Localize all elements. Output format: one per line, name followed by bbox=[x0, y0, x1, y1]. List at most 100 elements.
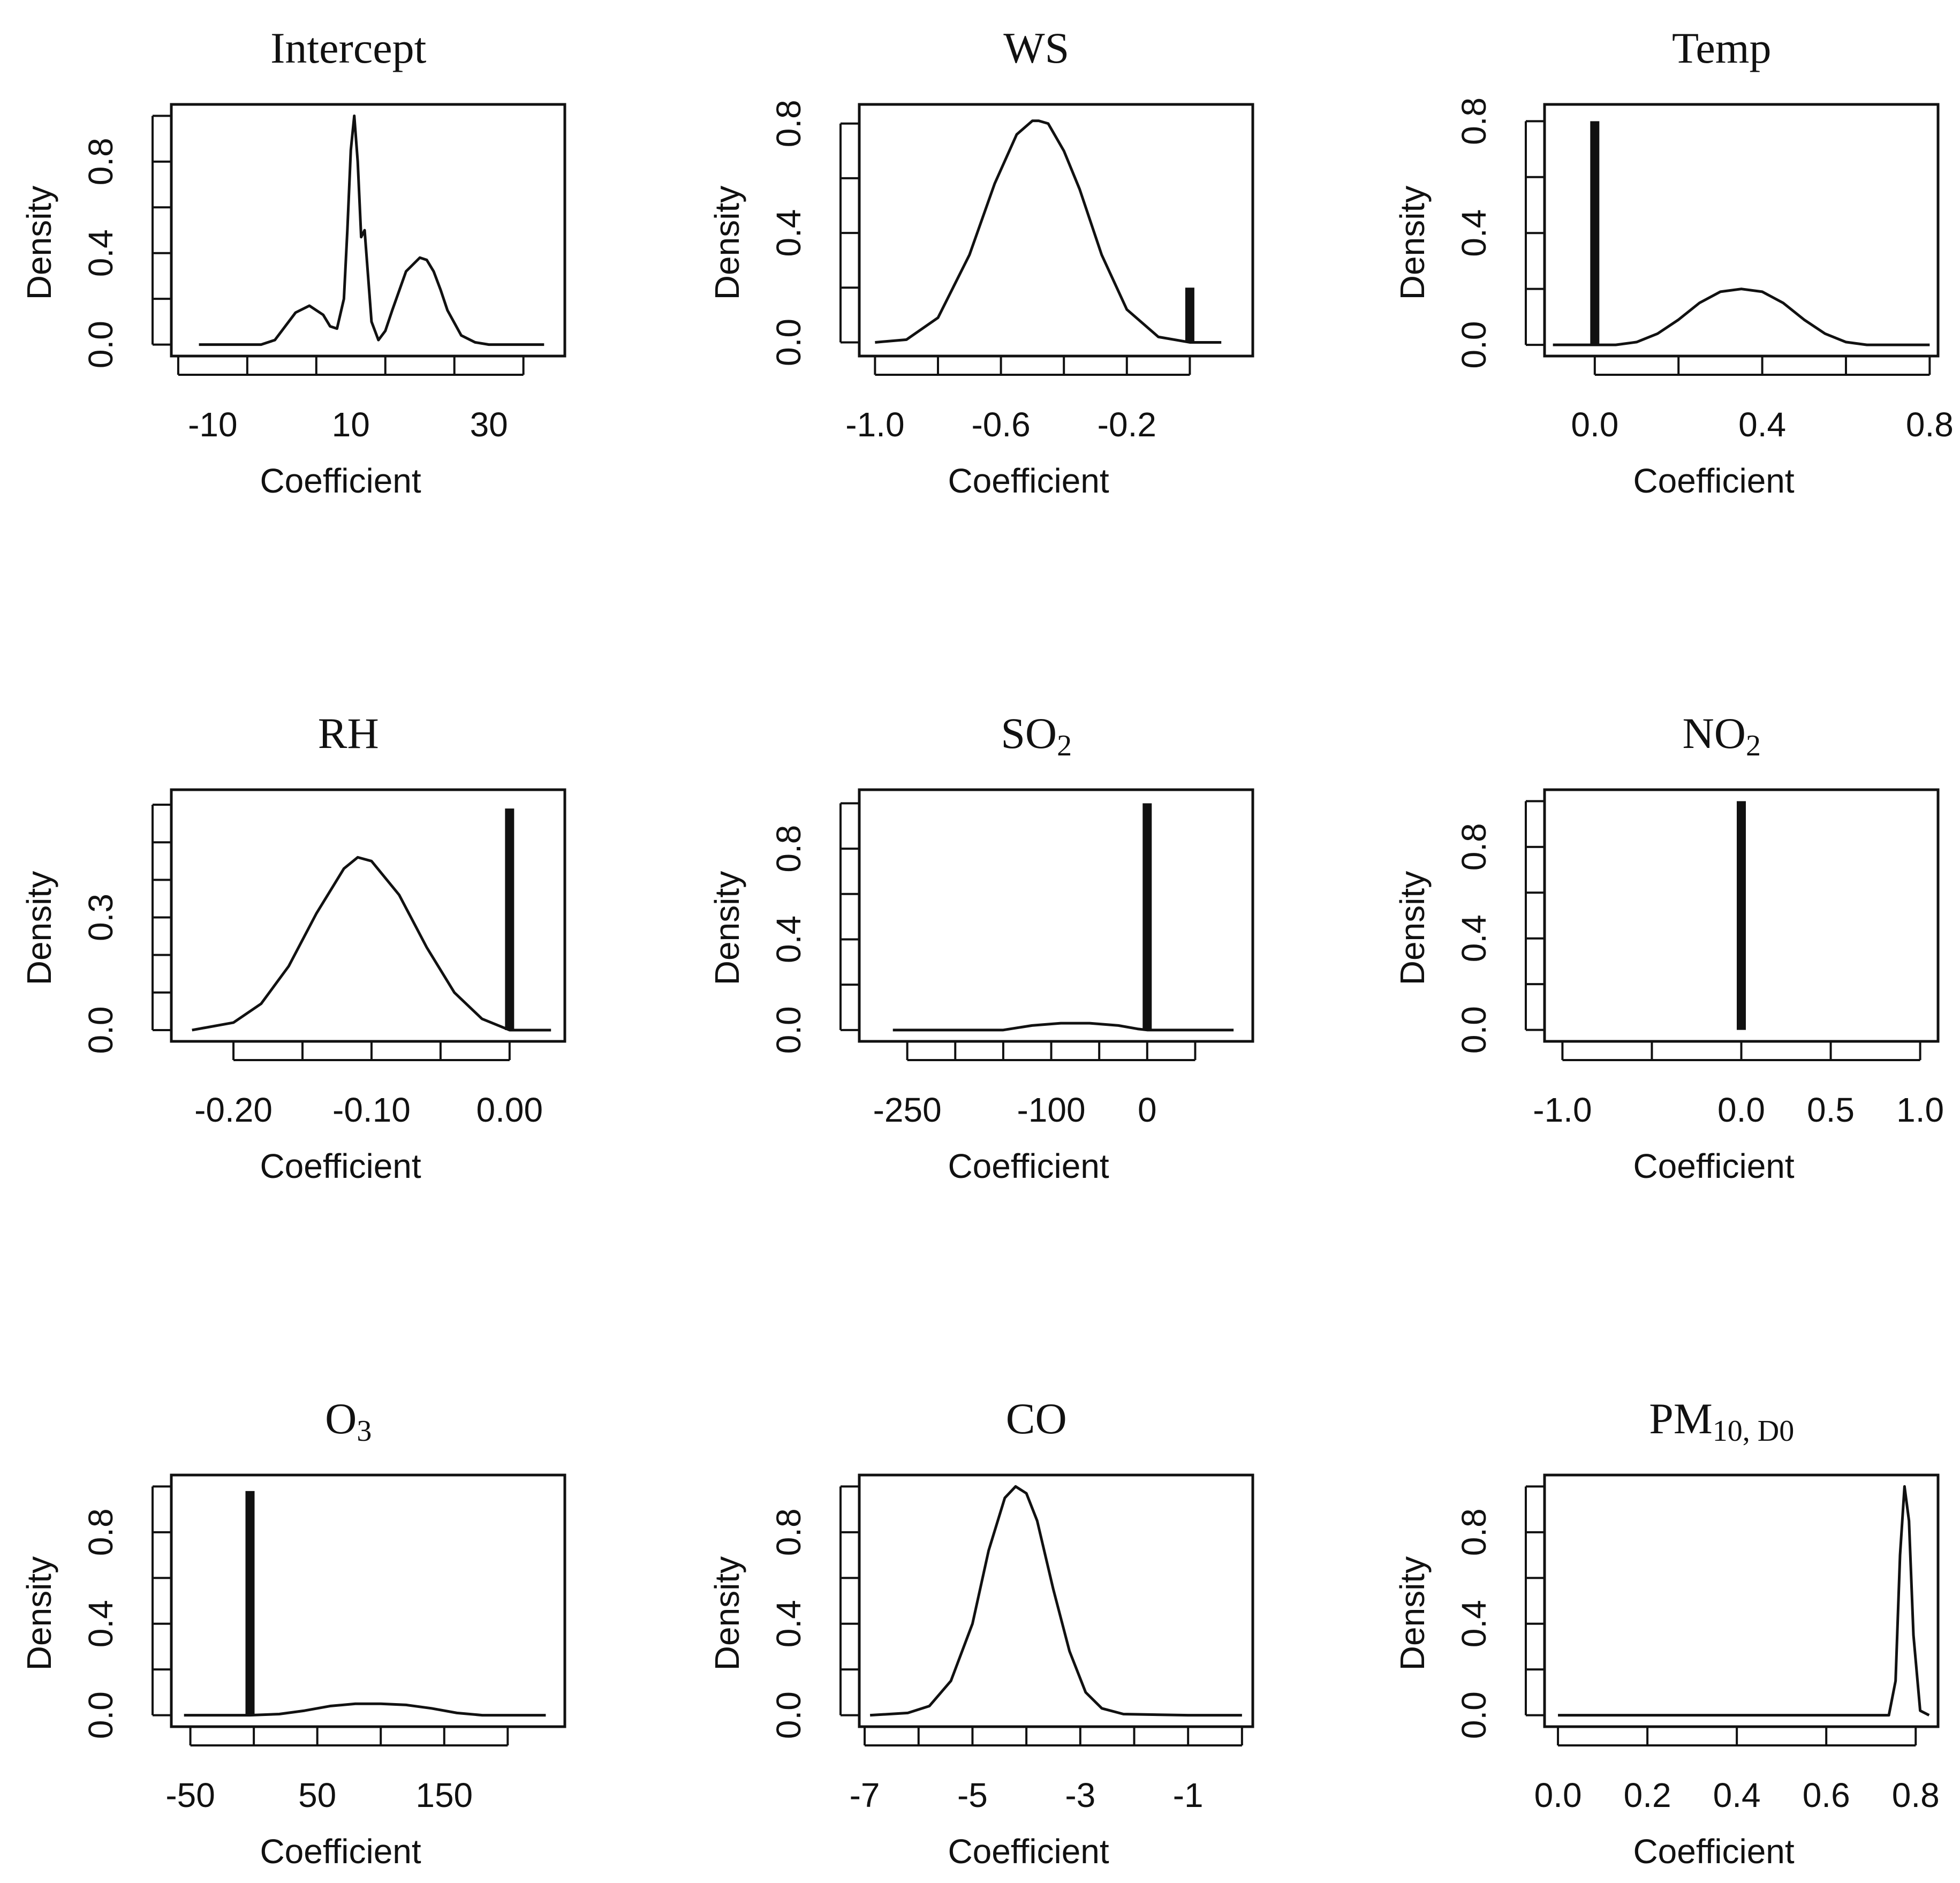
panel-5: -250 -100 0 0.0 0.4 0.8 Coefficient Density SO2 bbox=[708, 709, 1254, 1185]
y-axis-label: Density bbox=[20, 1556, 58, 1670]
plot-frame bbox=[858, 788, 1254, 1043]
x-tick-label: -0.2 bbox=[1098, 405, 1156, 444]
density-curve bbox=[192, 856, 551, 1032]
plot-frame bbox=[858, 1473, 1254, 1728]
panel-title: PM10, D0 bbox=[1649, 1394, 1794, 1448]
panel-title: SO2 bbox=[1001, 709, 1072, 762]
x-tick-label: -1.0 bbox=[1533, 1091, 1592, 1129]
x-tick-label: -3 bbox=[1065, 1776, 1095, 1814]
y-tick-label: 0.8 bbox=[1455, 97, 1493, 145]
y-axis-label: Density bbox=[20, 186, 58, 300]
x-tick-label: 0.2 bbox=[1624, 1776, 1671, 1814]
plot-frame bbox=[1543, 1473, 1940, 1728]
panel-3: 0.0 0.4 0.8 0.0 0.4 0.8 Coefficient Density Temp bbox=[1393, 24, 1954, 500]
plot-frame bbox=[170, 1473, 566, 1728]
x-tick-label: 0.0 bbox=[1717, 1091, 1765, 1129]
y-tick-label: 0.8 bbox=[769, 825, 808, 873]
panel-9: 0.0 0.2 0.4 0.6 0.8 0.0 0.4 0.8 Coefficient Densi… bbox=[1393, 1394, 1940, 1871]
panel-title: WS bbox=[1003, 24, 1069, 72]
x-tick-label: 0.6 bbox=[1803, 1776, 1850, 1814]
y-tick-label: 0.0 bbox=[1455, 321, 1493, 369]
panel-4: -0.20 -0.10 0.00 0.0 0.3 Coefficient Density RH bbox=[20, 709, 566, 1185]
density-curve bbox=[1553, 288, 1930, 346]
panel-7: -50 50 150 0.0 0.4 0.8 Coefficient Density O3 bbox=[20, 1394, 566, 1871]
panel-6: -1.0 0.0 0.5 1.0 0.0 0.4 0.8 Coefficient Density… bbox=[1393, 709, 1944, 1185]
x-tick-label: 0.4 bbox=[1738, 405, 1786, 444]
y-tick-label: 0.8 bbox=[1455, 823, 1493, 871]
panel-8: -7 -5 -3 -1 0.0 0.4 0.8 Coefficient Density CO bbox=[708, 1394, 1254, 1871]
x-tick-label: -5 bbox=[957, 1776, 988, 1814]
panel-title: CO bbox=[1006, 1394, 1067, 1443]
x-tick-label: -0.6 bbox=[971, 405, 1030, 444]
x-tick-label: -10 bbox=[188, 405, 238, 444]
y-axis-label: Density bbox=[1393, 186, 1432, 300]
x-tick-label: -7 bbox=[850, 1776, 880, 1814]
y-tick-label: 0.0 bbox=[769, 319, 808, 366]
y-tick-label: 0.4 bbox=[769, 916, 808, 963]
y-axis-label: Density bbox=[20, 871, 58, 985]
plot-frame bbox=[170, 788, 566, 1043]
x-tick-label: 50 bbox=[298, 1776, 336, 1814]
x-axis-label: Coefficient bbox=[1633, 1147, 1794, 1185]
y-tick-label: 0.4 bbox=[1455, 209, 1493, 257]
y-tick-label: 0.0 bbox=[769, 1691, 808, 1739]
panel-title: O3 bbox=[325, 1394, 372, 1448]
y-tick-label: 0.0 bbox=[1455, 1691, 1493, 1739]
x-tick-label: 1.0 bbox=[1896, 1091, 1944, 1129]
density-curve bbox=[869, 1485, 1242, 1717]
x-tick-label: -100 bbox=[1017, 1091, 1085, 1129]
x-tick-label: -250 bbox=[873, 1091, 942, 1129]
y-tick-label: 0.0 bbox=[769, 1006, 808, 1054]
y-tick-label: 0.0 bbox=[81, 1691, 120, 1739]
y-tick-label: 0.4 bbox=[769, 1600, 808, 1647]
x-tick-label: 0.0 bbox=[1571, 405, 1618, 444]
x-tick-label: 150 bbox=[415, 1776, 473, 1814]
y-tick-label: 0.0 bbox=[81, 1006, 120, 1054]
x-tick-label: -0.20 bbox=[194, 1091, 273, 1129]
y-axis-label: Density bbox=[708, 871, 746, 985]
x-tick-label: -50 bbox=[165, 1776, 215, 1814]
x-tick-label: -1.0 bbox=[845, 405, 904, 444]
panel-title: Intercept bbox=[270, 24, 427, 72]
x-tick-label: 0.8 bbox=[1906, 405, 1954, 444]
plot-frame bbox=[858, 103, 1254, 358]
x-axis-label: Coefficient bbox=[948, 1147, 1109, 1185]
panel-title: RH bbox=[318, 709, 379, 758]
x-tick-label: 10 bbox=[332, 405, 370, 444]
y-tick-label: 0.8 bbox=[769, 100, 808, 147]
y-axis-label: Density bbox=[1393, 1556, 1432, 1670]
y-axis-label: Density bbox=[708, 1556, 746, 1670]
x-tick-label: 0.0 bbox=[1534, 1776, 1582, 1814]
y-tick-label: 0.3 bbox=[81, 894, 120, 941]
x-axis-label: Coefficient bbox=[260, 1832, 421, 1871]
x-tick-label: 0.5 bbox=[1807, 1091, 1855, 1129]
y-tick-label: 0.4 bbox=[81, 1600, 120, 1647]
x-tick-label: 0.00 bbox=[476, 1091, 543, 1129]
x-tick-label: 0.8 bbox=[1892, 1776, 1940, 1814]
y-tick-label: 0.8 bbox=[1455, 1508, 1493, 1556]
x-axis-label: Coefficient bbox=[948, 462, 1109, 500]
density-curve bbox=[199, 114, 544, 346]
panel-2: -1.0 -0.6 -0.2 0.0 0.4 0.8 Coefficient Density W… bbox=[708, 24, 1254, 500]
panel-title-subscript: 2 bbox=[1057, 729, 1072, 762]
panel-title-subscript: 2 bbox=[1746, 729, 1761, 762]
x-tick-label: 0.4 bbox=[1713, 1776, 1761, 1814]
x-tick-label: -0.10 bbox=[332, 1091, 411, 1129]
plot-frame bbox=[170, 103, 566, 358]
panel-title-subscript: 10, D0 bbox=[1713, 1415, 1794, 1448]
y-tick-label: 0.0 bbox=[1455, 1006, 1493, 1054]
y-tick-label: 0.0 bbox=[81, 321, 120, 368]
y-axis-label: Density bbox=[708, 186, 746, 300]
y-tick-label: 0.4 bbox=[769, 209, 808, 257]
y-tick-label: 0.4 bbox=[1455, 914, 1493, 962]
x-axis-label: Coefficient bbox=[260, 462, 421, 500]
x-axis-label: Coefficient bbox=[1633, 462, 1794, 500]
panel-title-subscript: 3 bbox=[357, 1415, 372, 1448]
plot-frame bbox=[1543, 103, 1940, 358]
panel-title: Temp bbox=[1672, 24, 1772, 72]
y-tick-label: 0.4 bbox=[1455, 1600, 1493, 1647]
x-tick-label: 30 bbox=[470, 405, 508, 444]
y-tick-label: 0.8 bbox=[81, 1508, 120, 1556]
y-tick-label: 0.8 bbox=[769, 1508, 808, 1556]
